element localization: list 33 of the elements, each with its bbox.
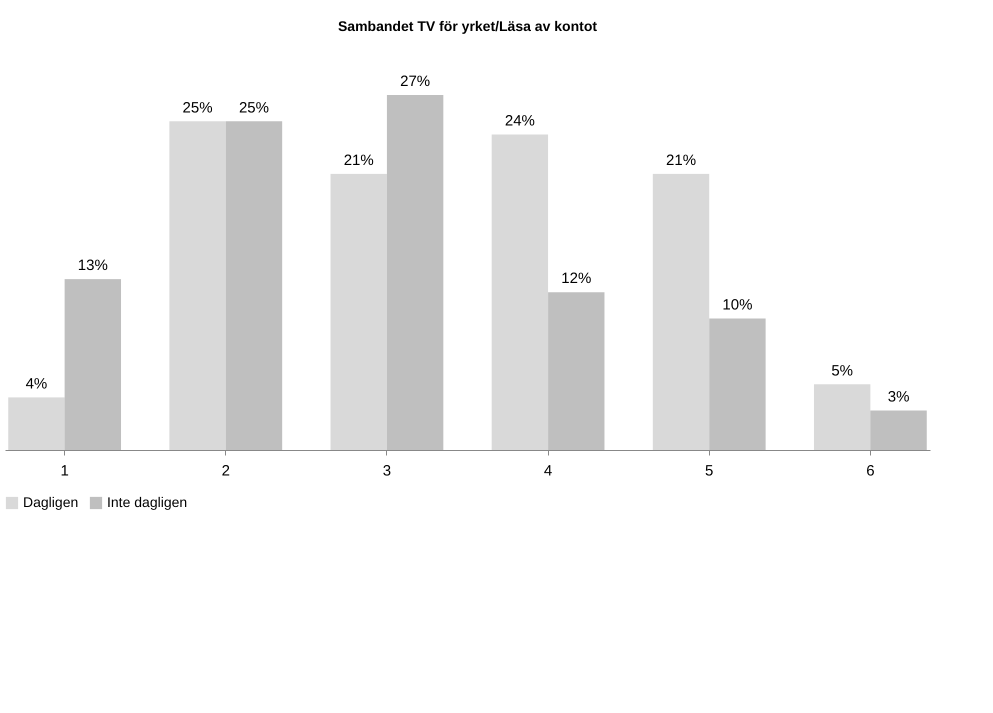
x-tick-label: 5 (705, 462, 714, 480)
data-label: 10% (722, 296, 752, 314)
bar (709, 318, 766, 450)
legend-label: Inte dagligen (107, 494, 188, 510)
bar (492, 134, 548, 450)
data-label: 25% (238, 99, 269, 116)
x-tick-label: 2 (222, 462, 230, 480)
bar (330, 174, 387, 450)
data-label: 21% (344, 152, 374, 169)
data-label: 24% (504, 112, 535, 130)
data-label: 3% (888, 388, 910, 406)
data-label: 5% (831, 362, 854, 380)
bar (169, 121, 226, 450)
data-label: 13% (78, 257, 108, 274)
bar (652, 174, 710, 450)
data-label: 12% (561, 270, 592, 288)
x-tick-label: 3 (382, 462, 392, 480)
bar (386, 95, 444, 450)
bar (8, 397, 65, 450)
bar (548, 292, 604, 450)
bar (226, 121, 282, 450)
x-tick-label: 4 (544, 462, 552, 480)
x-tick-label: 1 (60, 462, 69, 480)
legend-label: Dagligen (23, 494, 78, 510)
data-label: 4% (26, 375, 48, 392)
bar (64, 279, 122, 450)
x-tick-label: 6 (866, 462, 875, 480)
bar (814, 384, 870, 450)
bar (870, 410, 927, 450)
chart-title: Sambandet TV för yrket/Läsa av kontot (338, 18, 598, 34)
data-label: 21% (666, 152, 696, 169)
data-label: 25% (182, 99, 213, 116)
data-label: 27% (400, 73, 430, 90)
